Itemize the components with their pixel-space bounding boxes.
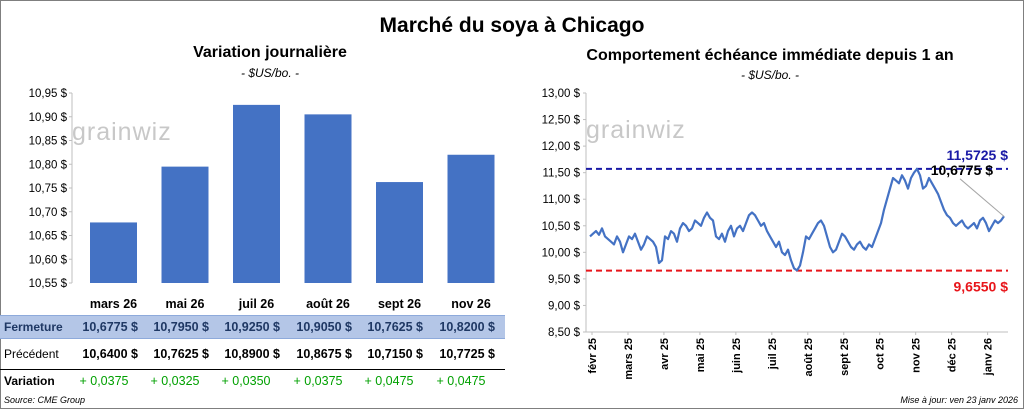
line-y-tick-label: 10,50 $ bbox=[542, 221, 581, 233]
line-x-tick-label: juil 25 bbox=[767, 338, 779, 370]
line-x-tick-label: avr 25 bbox=[659, 338, 671, 370]
table-cell: + 0,0350 bbox=[221, 374, 271, 388]
bar-y-tick-label: 10,85 $ bbox=[29, 136, 68, 148]
table-cell: 10,8200 $ bbox=[439, 320, 495, 334]
source-note: Source: CME Group bbox=[4, 395, 86, 405]
main-title: Marché du soya à Chicago bbox=[379, 14, 645, 37]
table-cell: 10,7950 $ bbox=[153, 320, 209, 334]
line-x-tick-label: oct 25 bbox=[875, 338, 887, 370]
bar-y-tick-label: 10,65 $ bbox=[29, 231, 68, 243]
bar-y-tick-label: 10,55 $ bbox=[29, 278, 68, 290]
table-cell: + 0,0375 bbox=[79, 374, 129, 388]
table-cell: 10,9250 $ bbox=[224, 320, 280, 334]
right-panel-title: Comportement échéance immédiate depuis 1… bbox=[586, 47, 954, 64]
line-x-tick-label: août 25 bbox=[803, 338, 815, 377]
bar bbox=[304, 114, 352, 283]
precedent-label: Précédent bbox=[4, 347, 59, 361]
left-panel-title: Variation journalière bbox=[193, 44, 347, 61]
line-y-tick-label: 8,50 $ bbox=[548, 327, 581, 339]
line-x-tick-label: févr 25 bbox=[587, 338, 599, 373]
high-annotation: 11,5725 $ bbox=[946, 147, 1008, 163]
bar bbox=[233, 104, 280, 283]
line-y-tick-label: 11,00 $ bbox=[542, 194, 580, 206]
line-x-tick-label: nov 25 bbox=[911, 338, 923, 373]
price-series-line bbox=[589, 167, 1005, 272]
line-y-tick-label: 9,50 $ bbox=[548, 274, 581, 286]
table-cell: 10,8900 $ bbox=[224, 347, 280, 361]
current-leader-line bbox=[959, 178, 1005, 217]
right-watermark: grainwiz bbox=[586, 116, 686, 144]
bar-category-label: août 26 bbox=[306, 297, 350, 311]
update-note: Mise à jour: ven 23 janv 2026 bbox=[900, 395, 1018, 405]
bar-y-tick-label: 10,80 $ bbox=[29, 159, 68, 171]
line-x-tick-label: mai 25 bbox=[695, 338, 707, 372]
current-annotation: 10,6775 $ bbox=[931, 162, 993, 178]
table-cell: 10,9050 $ bbox=[296, 320, 352, 334]
table-cell: 10,8675 $ bbox=[296, 347, 352, 361]
table-cell: 10,7150 $ bbox=[367, 347, 423, 361]
bar bbox=[161, 166, 209, 283]
table-cell: + 0,0475 bbox=[436, 374, 486, 388]
table-cell: + 0,0375 bbox=[293, 374, 343, 388]
table-cell: 10,6400 $ bbox=[82, 347, 138, 361]
bar bbox=[90, 222, 137, 283]
line-y-tick-label: 11,50 $ bbox=[542, 168, 580, 180]
bar-category-label: mars 26 bbox=[90, 297, 137, 311]
line-x-tick-label: déc 25 bbox=[947, 338, 959, 372]
fermeture-row: Fermeture 10,6775 $ 10,7950 $ 10,9250 $ 10,… bbox=[0, 315, 505, 339]
bar-category-label: sept 26 bbox=[378, 297, 421, 311]
line-y-tick-label: 12,00 $ bbox=[542, 141, 581, 153]
variation-label: Variation bbox=[4, 374, 55, 388]
table-cell: 10,7625 $ bbox=[367, 320, 423, 334]
left-watermark: grainwiz bbox=[72, 118, 172, 146]
line-y-tick-label: 9,00 $ bbox=[548, 300, 581, 312]
precedent-row: Précédent 10,6400 $ 10,7625 $ 10,8900 $ 10,… bbox=[0, 343, 505, 365]
variation-row: Variation + 0,0375 + 0,0325 + 0,0350 + 0,03… bbox=[0, 369, 505, 392]
line-y-tick-label: 12,50 $ bbox=[542, 115, 581, 127]
bar-category-label: mai 26 bbox=[166, 297, 205, 311]
bar-y-tick-label: 10,60 $ bbox=[29, 254, 68, 266]
bar bbox=[447, 154, 495, 283]
table-cell: 10,7625 $ bbox=[153, 347, 209, 361]
bar bbox=[376, 182, 423, 283]
bar-category-label: nov 26 bbox=[451, 297, 491, 311]
line-y-tick-label: 13,00 $ bbox=[542, 88, 581, 100]
left-panel-unit: - $US/bo. - bbox=[240, 66, 300, 80]
table-cell: 10,6775 $ bbox=[82, 320, 138, 334]
line-x-tick-label: juin 25 bbox=[731, 338, 743, 374]
table-cell: 10,7725 $ bbox=[439, 347, 495, 361]
bar-category-label: juil 26 bbox=[238, 297, 274, 311]
bar-y-tick-label: 10,90 $ bbox=[29, 112, 68, 124]
fermeture-label: Fermeture bbox=[4, 320, 63, 334]
line-x-tick-label: mars 25 bbox=[623, 338, 635, 380]
line-x-tick-label: sept 25 bbox=[839, 338, 851, 376]
line-x-tick-label: janv 26 bbox=[983, 338, 995, 376]
bar-y-tick-label: 10,95 $ bbox=[29, 88, 68, 100]
table-cell: + 0,0325 bbox=[150, 374, 200, 388]
bar-y-tick-label: 10,70 $ bbox=[29, 207, 68, 219]
bar-y-tick-label: 10,75 $ bbox=[29, 183, 68, 195]
line-y-tick-label: 10,00 $ bbox=[542, 247, 581, 259]
table-cell: + 0,0475 bbox=[364, 374, 414, 388]
right-panel-unit: - $US/bo. - bbox=[740, 68, 800, 82]
low-annotation: 9,6550 $ bbox=[954, 279, 1009, 295]
